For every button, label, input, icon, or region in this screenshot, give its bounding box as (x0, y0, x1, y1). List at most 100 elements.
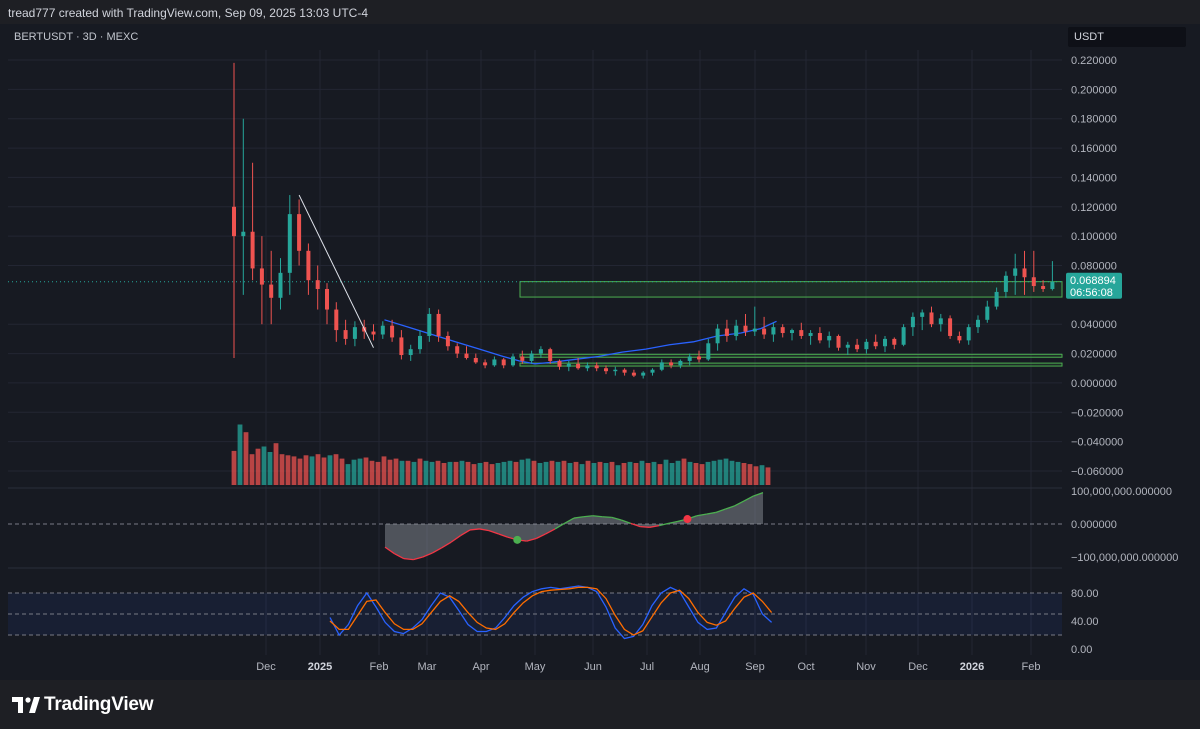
volume-bar (495, 463, 501, 485)
volume-bar (417, 458, 423, 485)
volume-bar (399, 460, 405, 485)
price-tick-label: −0.060000 (1071, 466, 1123, 478)
candle-body (585, 365, 590, 369)
candle-body (706, 343, 711, 360)
price-tick-label: 0.040000 (1071, 319, 1117, 331)
volume-bar (591, 463, 597, 485)
candle-body (501, 359, 506, 366)
oscillator-line-segment (649, 525, 660, 528)
oscillator-line-segment (658, 522, 669, 527)
candle-body (315, 280, 320, 289)
time-tick-label: Sep (745, 661, 765, 673)
volume-bar (393, 458, 399, 485)
oscillator-line-segment (640, 525, 650, 528)
oscillator-tick-label: 0.000000 (1071, 519, 1117, 531)
candle-body (511, 356, 515, 366)
oscillator-line-segment (441, 541, 452, 549)
time-tick-label: Feb (1022, 661, 1041, 673)
volume-bar (729, 460, 735, 485)
time-tick-label: 2025 (308, 661, 332, 673)
oscillator-tick-label: −100,000,000.000000 (1071, 552, 1178, 564)
volume-bar (651, 461, 657, 485)
candle-body (994, 291, 999, 307)
candle-body (622, 369, 627, 373)
candle-body (445, 335, 450, 347)
candle-body (371, 331, 376, 335)
oscillator-line-segment (460, 529, 471, 537)
oscillator-line-segment (583, 515, 593, 518)
volume-bar (693, 463, 699, 485)
candle-body (650, 369, 655, 373)
volume-bar (747, 464, 753, 485)
candle-body (808, 333, 813, 336)
volume-bar (765, 467, 771, 485)
oscillator-line-segment (554, 522, 565, 530)
oscillator-line-segment (696, 513, 707, 517)
volume-bar (429, 461, 435, 485)
candle-body (892, 338, 897, 345)
candle-body (659, 362, 664, 370)
oscillator-line-segment (753, 492, 764, 497)
oscillator-line-segment (621, 519, 631, 524)
oscillator-line-segment (724, 505, 735, 510)
candle-body (873, 341, 878, 347)
time-tick-label: Aug (690, 661, 710, 673)
candle-body (548, 349, 553, 361)
candle-body (715, 328, 720, 344)
volume-bar (471, 464, 477, 485)
time-tick-label: May (525, 661, 546, 673)
candle-body (864, 341, 869, 350)
volume-bar (489, 464, 495, 485)
chart-frame[interactable] (0, 24, 1200, 680)
candle-body (566, 363, 571, 367)
price-tick-label: 0.000000 (1071, 378, 1117, 390)
volume-bar (609, 461, 615, 485)
oscillator-line-segment (630, 522, 641, 528)
price-tick-label: 0.180000 (1071, 114, 1117, 126)
oscillator-line-segment (479, 528, 490, 532)
oscillator-line-segment (403, 558, 414, 561)
candle-body (464, 353, 469, 358)
candle-body (678, 360, 683, 366)
candle-body (520, 356, 525, 361)
volume-bar (267, 452, 273, 485)
support-zone (519, 362, 1063, 367)
candle-body (1003, 275, 1008, 292)
volume-bar (585, 460, 591, 485)
candle-body (604, 368, 608, 372)
candle-body (780, 327, 785, 334)
candle-body (325, 288, 329, 310)
candle-body (483, 362, 488, 366)
currency-selector[interactable]: USDT (1068, 27, 1186, 47)
volume-bar (381, 456, 387, 485)
volume-bar (555, 461, 561, 485)
candle-body (343, 330, 348, 339)
candle-body (1031, 277, 1036, 287)
volume-bar (387, 459, 393, 485)
volume-bar (249, 454, 255, 485)
candle-body (724, 328, 729, 336)
brand[interactable]: TradingView (12, 694, 154, 716)
candle-body (762, 328, 767, 335)
symbol-label[interactable]: BERTUSDT · 3D · MEXC (14, 31, 139, 43)
candle-body (1022, 268, 1027, 278)
volume-bar (315, 454, 321, 485)
candle-body (985, 306, 990, 320)
volume-bar (273, 443, 279, 485)
candle-body (306, 250, 311, 281)
oscillator-line-segment (413, 556, 423, 561)
time-tick-label: Dec (908, 661, 928, 673)
candle-body (752, 328, 757, 332)
candle-body (641, 372, 646, 376)
candle-body (399, 337, 404, 356)
candle-body (473, 357, 478, 363)
candle-body (920, 312, 925, 317)
candle-body (836, 335, 841, 348)
volume-bar (309, 456, 315, 485)
oscillator-line-segment (592, 515, 603, 518)
price-tick-label: 0.080000 (1071, 261, 1117, 273)
volume-bar (615, 465, 621, 485)
candle-body (352, 327, 357, 339)
volume-bar (579, 464, 585, 485)
